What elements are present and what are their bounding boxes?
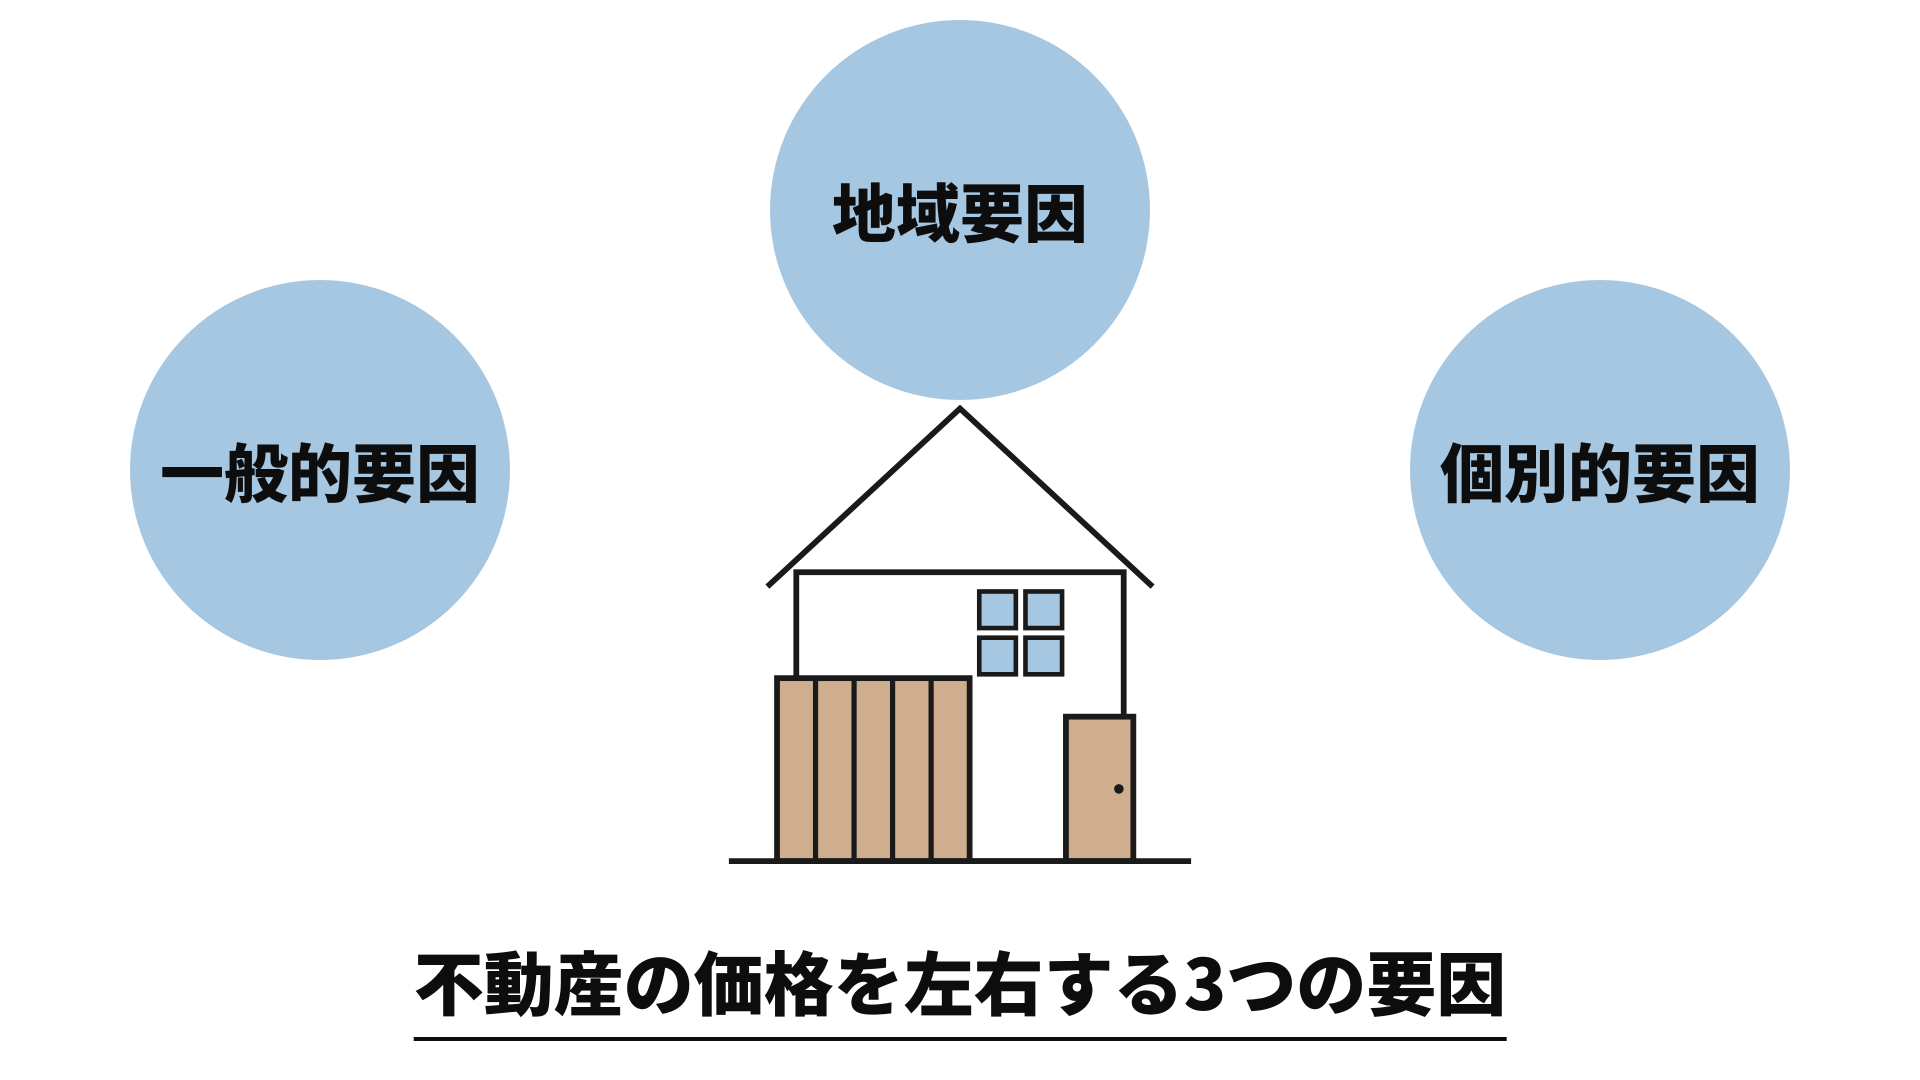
- factor-label-top: 地域要因: [832, 164, 1088, 256]
- page-title: 不動産の価格を左右する3つの要因: [414, 930, 1507, 1041]
- house-icon: [700, 370, 1220, 890]
- factor-label-right: 個別的要因: [1440, 424, 1760, 516]
- factor-circle-top: 地域要因: [770, 20, 1150, 400]
- factor-circle-left: 一般的要因: [130, 280, 510, 660]
- factor-label-left: 一般的要因: [160, 424, 480, 516]
- factor-circle-right: 個別的要因: [1410, 280, 1790, 660]
